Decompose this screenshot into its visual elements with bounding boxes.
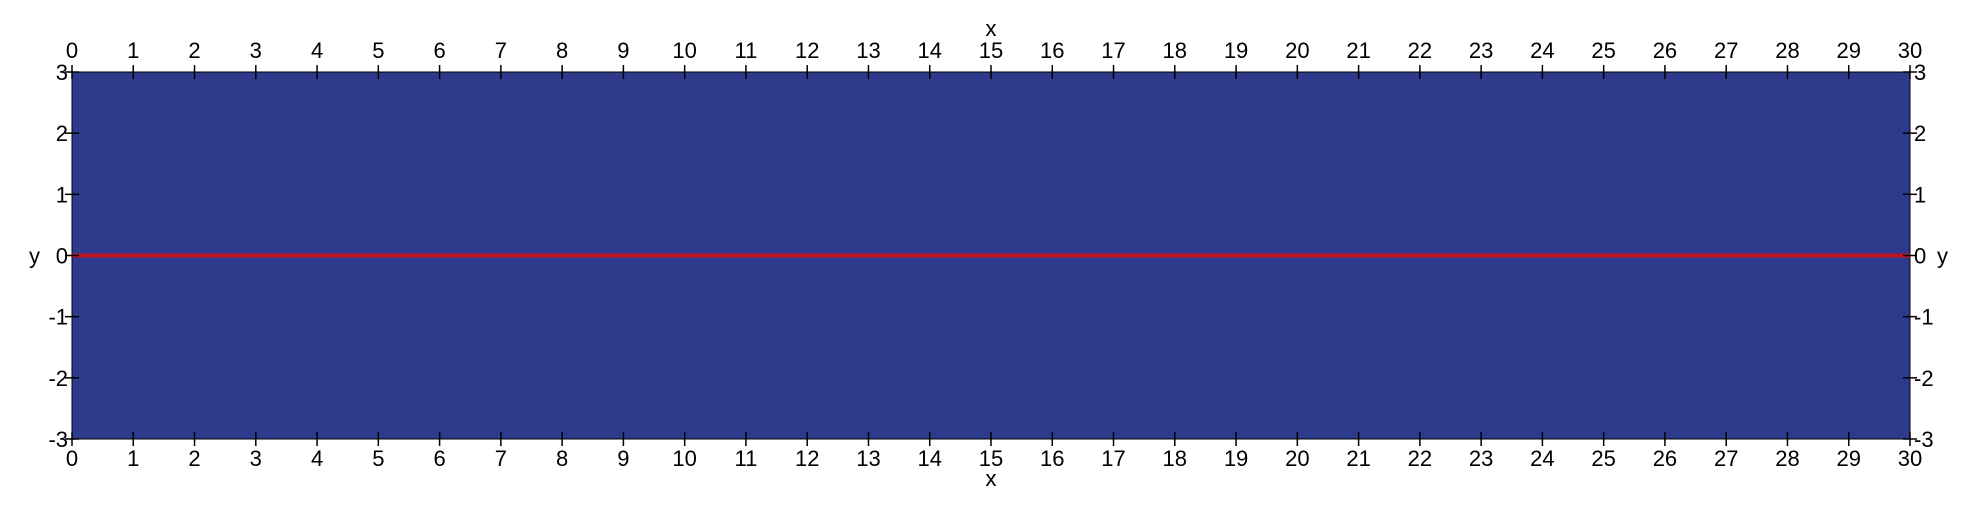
x-tick-label-bottom-6: 6 (433, 446, 445, 471)
x-tick-label-top-30: 30 (1898, 38, 1922, 63)
x-tick-label-bottom-25: 25 (1591, 446, 1615, 471)
x-tick-label-bottom-20: 20 (1285, 446, 1309, 471)
x-tick-label-top-28: 28 (1775, 38, 1799, 63)
x-tick-label-bottom-27: 27 (1714, 446, 1738, 471)
x-tick-label-bottom-0: 0 (66, 446, 78, 471)
x-tick-label-top-27: 27 (1714, 38, 1738, 63)
axis-labels: 0011223344556677889910101111121213131414… (48, 38, 1933, 471)
x-tick-label-top-5: 5 (372, 38, 384, 63)
x-tick-label-top-16: 16 (1040, 38, 1064, 63)
x-tick-label-bottom-1: 1 (127, 446, 139, 471)
x-tick-label-bottom-16: 16 (1040, 446, 1064, 471)
x-tick-label-bottom-17: 17 (1101, 446, 1125, 471)
y-tick-label-right--1: -1 (1914, 305, 1934, 330)
x-tick-label-top-14: 14 (917, 38, 941, 63)
x-tick-label-top-24: 24 (1530, 38, 1554, 63)
x-tick-label-top-7: 7 (495, 38, 507, 63)
x-tick-label-top-20: 20 (1285, 38, 1309, 63)
y-axis-title-right: y (1937, 244, 1948, 269)
x-tick-label-top-22: 22 (1408, 38, 1432, 63)
x-tick-label-top-13: 13 (856, 38, 880, 63)
x-tick-label-top-12: 12 (795, 38, 819, 63)
x-tick-label-top-6: 6 (433, 38, 445, 63)
x-tick-label-top-11: 11 (735, 38, 758, 63)
x-tick-label-bottom-10: 10 (672, 446, 696, 471)
x-tick-label-bottom-13: 13 (856, 446, 880, 471)
x-tick-label-bottom-28: 28 (1775, 446, 1799, 471)
x-tick-label-top-23: 23 (1469, 38, 1493, 63)
x-tick-label-bottom-23: 23 (1469, 446, 1493, 471)
x-tick-label-bottom-3: 3 (250, 446, 262, 471)
x-tick-label-bottom-2: 2 (188, 446, 200, 471)
y-tick-label-left--1: -1 (48, 305, 68, 330)
y-tick-label-left-1: 1 (56, 182, 68, 207)
y-tick-label-right-2: 2 (1914, 121, 1926, 146)
x-tick-label-bottom-30: 30 (1898, 446, 1922, 471)
y-tick-label-left-2: 2 (56, 121, 68, 146)
y-tick-label-left--3: -3 (48, 427, 68, 452)
x-tick-label-top-1: 1 (127, 38, 139, 63)
x-tick-label-bottom-18: 18 (1163, 446, 1187, 471)
axis-ticks (65, 65, 1917, 446)
x-tick-label-top-17: 17 (1101, 38, 1125, 63)
x-tick-label-bottom-4: 4 (311, 446, 323, 471)
x-tick-label-bottom-15: 15 (979, 446, 1003, 471)
x-tick-label-bottom-26: 26 (1653, 446, 1677, 471)
y-tick-label-right-1: 1 (1914, 182, 1926, 207)
x-tick-label-top-21: 21 (1346, 38, 1370, 63)
x-tick-label-bottom-14: 14 (917, 446, 941, 471)
y-tick-label-right--2: -2 (1914, 366, 1934, 391)
x-tick-label-top-4: 4 (311, 38, 323, 63)
x-tick-label-bottom-19: 19 (1224, 446, 1248, 471)
x-tick-label-top-3: 3 (250, 38, 262, 63)
x-tick-label-top-26: 26 (1653, 38, 1677, 63)
x-tick-label-top-25: 25 (1591, 38, 1615, 63)
y-tick-label-right-0: 0 (1914, 244, 1926, 269)
x-tick-label-top-9: 9 (617, 38, 629, 63)
x-axis-title-top: x (986, 16, 997, 41)
x-tick-label-bottom-11: 11 (735, 446, 758, 471)
x-tick-label-bottom-5: 5 (372, 446, 384, 471)
y-tick-label-right-3: 3 (1914, 60, 1926, 85)
y-tick-label-left--2: -2 (48, 366, 68, 391)
x-tick-label-top-2: 2 (188, 38, 200, 63)
x-tick-label-top-29: 29 (1836, 38, 1860, 63)
y-axis-title-left: y (29, 244, 40, 269)
x-tick-label-bottom-21: 21 (1346, 446, 1370, 471)
x-tick-label-top-10: 10 (672, 38, 696, 63)
x-tick-label-top-18: 18 (1163, 38, 1187, 63)
x-tick-label-top-8: 8 (556, 38, 568, 63)
x-axis-title-bottom: x (986, 466, 997, 491)
x-tick-label-bottom-12: 12 (795, 446, 819, 471)
x-tick-label-bottom-7: 7 (495, 446, 507, 471)
y-tick-label-right--3: -3 (1914, 427, 1934, 452)
x-tick-label-bottom-8: 8 (556, 446, 568, 471)
x-tick-label-bottom-9: 9 (617, 446, 629, 471)
x-tick-label-bottom-24: 24 (1530, 446, 1554, 471)
y-tick-label-left-0: 0 (56, 244, 68, 269)
x-tick-label-bottom-22: 22 (1408, 446, 1432, 471)
x-tick-label-top-15: 15 (979, 38, 1003, 63)
x-tick-label-top-19: 19 (1224, 38, 1248, 63)
x-tick-label-top-0: 0 (66, 38, 78, 63)
x-tick-label-bottom-29: 29 (1836, 446, 1860, 471)
y-tick-label-left-3: 3 (56, 60, 68, 85)
